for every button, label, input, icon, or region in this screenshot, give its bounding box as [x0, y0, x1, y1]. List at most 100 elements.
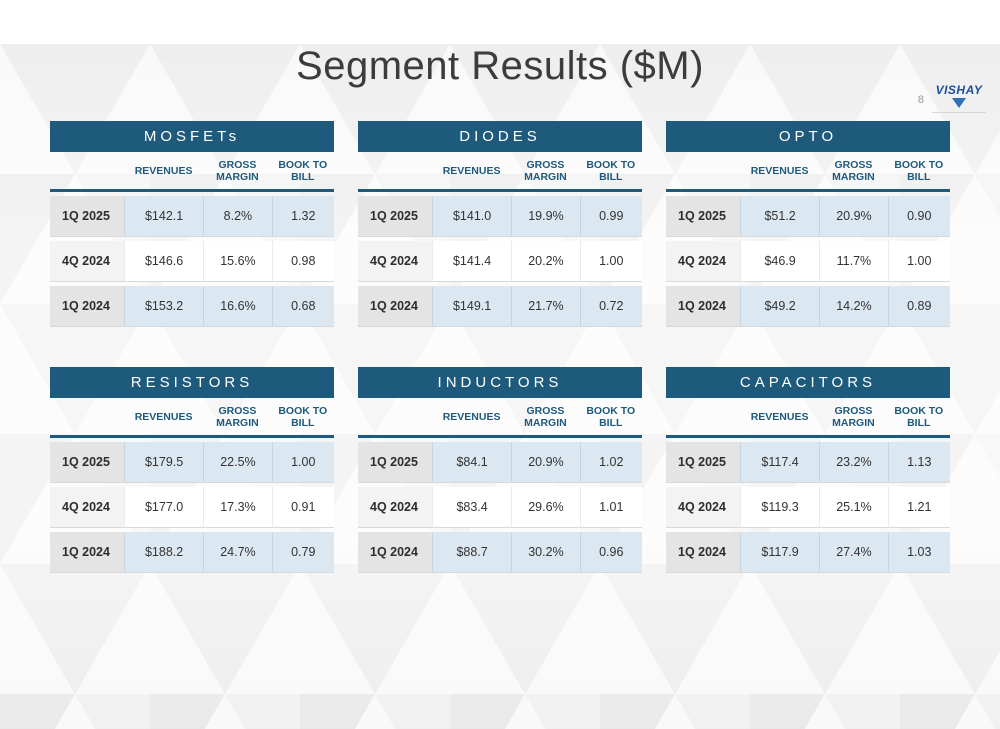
cell-gross-margin: 20.2% [511, 241, 580, 283]
row-label: 4Q 2024 [666, 241, 740, 283]
cell-revenues: $141.4 [431, 241, 512, 283]
table-row: 4Q 2024 $83.4 29.6% 1.01 [358, 487, 642, 529]
table-row: 1Q 2025 $117.4 23.2% 1.13 [666, 442, 950, 484]
row-label: 1Q 2025 [666, 442, 740, 484]
cell-revenues: $46.9 [739, 241, 820, 283]
cell-gross-margin: 27.4% [819, 532, 888, 574]
cell-gross-margin: 29.6% [511, 487, 580, 529]
cell-book-to-bill: 1.03 [887, 532, 950, 574]
segment-header-row: DIODES [358, 121, 642, 152]
table-row: 4Q 2024 $146.6 15.6% 0.98 [50, 241, 334, 283]
cell-gross-margin: 20.9% [819, 196, 888, 238]
segment-header-row: RESISTORS [50, 367, 334, 399]
column-header-row: REVENUES GROSS MARGIN BOOK TO BILL [50, 402, 334, 439]
col-header-book-to-bill: BOOK TO BILL [271, 402, 334, 439]
page-title: Segment Results ($M) [296, 44, 704, 88]
cell-book-to-bill: 0.96 [579, 532, 642, 574]
col-header-revenues: REVENUES [431, 402, 512, 439]
cell-revenues: $153.2 [123, 286, 204, 328]
cell-gross-margin: 21.7% [511, 286, 580, 328]
row-label: 1Q 2024 [666, 532, 740, 574]
table-row: 1Q 2025 $84.1 20.9% 1.02 [358, 442, 642, 484]
table-row: 4Q 2024 $46.9 11.7% 1.00 [666, 241, 950, 283]
table-row: 4Q 2024 $177.0 17.3% 0.91 [50, 487, 334, 529]
cell-gross-margin: 19.9% [511, 196, 580, 238]
row-label: 1Q 2024 [50, 286, 124, 328]
cell-revenues: $117.4 [739, 442, 820, 484]
cell-revenues: $119.3 [739, 487, 820, 529]
column-header-row: REVENUES GROSS MARGIN BOOK TO BILL [666, 156, 950, 193]
col-header-spacer [666, 402, 740, 439]
segment-tables-grid: MOSFETs REVENUES GROSS MARGIN BOOK TO BI… [50, 117, 950, 577]
cell-book-to-bill: 0.72 [579, 286, 642, 328]
table-row: 1Q 2025 $51.2 20.9% 0.90 [666, 196, 950, 238]
segment-table: MOSFETs REVENUES GROSS MARGIN BOOK TO BI… [50, 117, 334, 331]
table-row: 1Q 2024 $88.7 30.2% 0.96 [358, 532, 642, 574]
column-header-row: REVENUES GROSS MARGIN BOOK TO BILL [666, 402, 950, 439]
cell-book-to-bill: 0.91 [271, 487, 334, 529]
row-label: 4Q 2024 [666, 487, 740, 529]
cell-revenues: $83.4 [431, 487, 512, 529]
vishay-logo-text: VISHAY [935, 83, 983, 97]
segment-table: CAPACITORS REVENUES GROSS MARGIN BOOK TO… [666, 363, 950, 577]
table-row: 1Q 2024 $188.2 24.7% 0.79 [50, 532, 334, 574]
segment-table: OPTO REVENUES GROSS MARGIN BOOK TO BILL … [666, 117, 950, 331]
column-header-row: REVENUES GROSS MARGIN BOOK TO BILL [358, 402, 642, 439]
cell-revenues: $49.2 [739, 286, 820, 328]
cell-book-to-bill: 1.00 [271, 442, 334, 484]
cell-book-to-bill: 1.00 [887, 241, 950, 283]
segment-table: RESISTORS REVENUES GROSS MARGIN BOOK TO … [50, 363, 334, 577]
cell-book-to-bill: 0.79 [271, 532, 334, 574]
cell-revenues: $88.7 [431, 532, 512, 574]
cell-book-to-bill: 1.13 [887, 442, 950, 484]
col-header-revenues: REVENUES [123, 156, 204, 193]
row-label: 1Q 2025 [50, 196, 124, 238]
col-header-spacer [50, 402, 124, 439]
table-row: 1Q 2024 $49.2 14.2% 0.89 [666, 286, 950, 328]
table-row: 4Q 2024 $119.3 25.1% 1.21 [666, 487, 950, 529]
col-header-spacer [358, 156, 432, 193]
cell-book-to-bill: 1.00 [579, 241, 642, 283]
col-header-revenues: REVENUES [739, 156, 820, 193]
cell-gross-margin: 15.6% [203, 241, 272, 283]
cell-gross-margin: 16.6% [203, 286, 272, 328]
page-number: 8 [917, 94, 924, 106]
table-row: 1Q 2024 $153.2 16.6% 0.68 [50, 286, 334, 328]
col-header-spacer [358, 402, 432, 439]
row-label: 1Q 2025 [50, 442, 124, 484]
row-label: 4Q 2024 [358, 241, 432, 283]
segment-title: RESISTORS [50, 367, 334, 399]
row-label: 4Q 2024 [358, 487, 432, 529]
segment-table: DIODES REVENUES GROSS MARGIN BOOK TO BIL… [358, 117, 642, 331]
col-header-gross-margin: GROSS MARGIN [511, 402, 580, 439]
cell-book-to-bill: 0.90 [887, 196, 950, 238]
cell-gross-margin: 23.2% [819, 442, 888, 484]
row-label: 1Q 2025 [358, 196, 432, 238]
col-header-revenues: REVENUES [431, 156, 512, 193]
logo-underline [932, 112, 986, 113]
row-label: 1Q 2025 [358, 442, 432, 484]
cell-gross-margin: 22.5% [203, 442, 272, 484]
cell-book-to-bill: 1.21 [887, 487, 950, 529]
col-header-gross-margin: GROSS MARGIN [203, 156, 272, 193]
cell-revenues: $177.0 [123, 487, 204, 529]
cell-book-to-bill: 0.98 [271, 241, 334, 283]
col-header-revenues: REVENUES [123, 402, 204, 439]
cell-gross-margin: 25.1% [819, 487, 888, 529]
col-header-spacer [666, 156, 740, 193]
slide: 8 VISHAY Segment Results ($M) MOSFETs RE… [0, 44, 1000, 729]
vishay-logo: VISHAY [932, 84, 986, 113]
segment-table: INDUCTORS REVENUES GROSS MARGIN BOOK TO … [358, 363, 642, 577]
row-label: 1Q 2024 [666, 286, 740, 328]
col-header-book-to-bill: BOOK TO BILL [579, 156, 642, 193]
vishay-triangle-icon [952, 98, 966, 108]
cell-gross-margin: 30.2% [511, 532, 580, 574]
table-row: 1Q 2024 $117.9 27.4% 1.03 [666, 532, 950, 574]
table-row: 1Q 2025 $142.1 8.2% 1.32 [50, 196, 334, 238]
cell-revenues: $149.1 [431, 286, 512, 328]
table-row: 1Q 2025 $179.5 22.5% 1.00 [50, 442, 334, 484]
cell-gross-margin: 8.2% [203, 196, 272, 238]
col-header-book-to-bill: BOOK TO BILL [887, 156, 950, 193]
cell-revenues: $51.2 [739, 196, 820, 238]
cell-book-to-bill: 1.01 [579, 487, 642, 529]
